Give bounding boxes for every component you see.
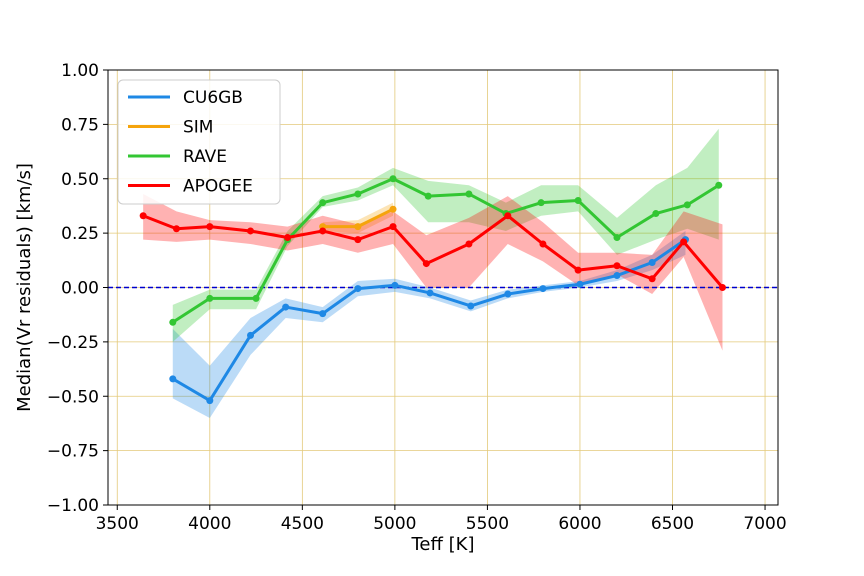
rave-point xyxy=(354,190,362,198)
cu6gb-point xyxy=(354,285,362,293)
rave-point xyxy=(683,201,691,209)
cu6gb-band xyxy=(172,230,686,418)
apogee-point xyxy=(465,240,473,248)
apogee-point xyxy=(354,236,362,244)
x-axis-title: Teff [K] xyxy=(411,534,475,555)
legend-label-apogee: APOGEE xyxy=(183,177,253,197)
legend-label-cu6gb: CU6GB xyxy=(183,88,243,108)
series-points xyxy=(139,175,726,405)
apogee-point xyxy=(247,227,255,235)
y-tick-label: −0.75 xyxy=(47,442,99,462)
cu6gb-point xyxy=(504,290,512,298)
cu6gb-point xyxy=(613,272,621,280)
apogee-point xyxy=(539,240,547,248)
y-tick-label: −0.50 xyxy=(47,387,99,407)
x-tick-label: 4000 xyxy=(188,514,231,534)
cu6gb-point xyxy=(467,302,475,310)
rave-point xyxy=(715,181,723,189)
apogee-point xyxy=(574,266,582,274)
legend-label-rave: RAVE xyxy=(183,147,227,167)
apogee-band xyxy=(143,193,723,351)
sim-point xyxy=(389,205,397,213)
x-tick-label: 5000 xyxy=(373,514,416,534)
cu6gb-point xyxy=(648,258,656,266)
rave-point xyxy=(574,197,582,204)
rave-point xyxy=(389,175,397,183)
apogee-point xyxy=(648,275,656,283)
rave-point xyxy=(537,199,545,207)
cu6gb-point xyxy=(576,280,584,288)
y-tick-label: 0.25 xyxy=(61,224,99,244)
rave-point xyxy=(652,210,660,218)
x-tick-label: 4500 xyxy=(281,514,324,534)
y-tick-label: −1.00 xyxy=(47,496,99,516)
legend-label-sim: SIM xyxy=(183,118,213,138)
cu6gb-point xyxy=(391,281,399,289)
x-tick-label: 6000 xyxy=(558,514,601,534)
cu6gb-point xyxy=(247,331,255,339)
rave-point xyxy=(169,318,177,326)
y-axis-title: Median(Vr residuals) [km/s] xyxy=(14,163,35,412)
x-tick-label: 5500 xyxy=(466,514,509,534)
apogee-point xyxy=(172,225,180,233)
sim-point xyxy=(354,223,362,231)
y-tick-label: 0.50 xyxy=(61,170,99,190)
apogee-point xyxy=(680,238,688,246)
rave-point xyxy=(424,192,432,200)
legend: CU6GB SIM RAVE APOGEE xyxy=(117,79,281,205)
cu6gb-point xyxy=(206,397,214,405)
rave-line xyxy=(171,177,720,324)
apogee-point xyxy=(206,223,214,231)
y-tick-label: 1.00 xyxy=(61,61,99,81)
apogee-point xyxy=(613,262,621,270)
x-tick-label: 6500 xyxy=(651,514,694,534)
y-tick-label: 0.00 xyxy=(61,279,99,299)
axis-ticks: 3500 4000 4500 5000 5500 6000 6500 7000 −1.00 −0.… xyxy=(47,61,787,534)
rave-band xyxy=(172,128,719,342)
apogee-point xyxy=(422,260,430,268)
x-tick-label: 3500 xyxy=(96,514,139,534)
x-tick-label: 7000 xyxy=(743,514,786,534)
cu6gb-point xyxy=(282,303,290,311)
apogee-point xyxy=(718,284,726,291)
apogee-point xyxy=(319,227,327,235)
legend-box xyxy=(117,79,281,205)
rave-point xyxy=(206,294,214,302)
apogee-point xyxy=(389,223,397,231)
y-tick-label: −0.25 xyxy=(47,333,99,353)
rave-point xyxy=(613,233,621,241)
apogee-point xyxy=(284,233,292,241)
rave-point xyxy=(252,294,260,302)
cu6gb-point xyxy=(539,285,547,293)
cu6gb-point xyxy=(169,375,177,383)
rave-point xyxy=(465,190,473,198)
y-tick-label: 0.75 xyxy=(61,115,99,135)
apogee-point xyxy=(139,212,147,220)
cu6gb-point xyxy=(319,310,327,318)
apogee-point xyxy=(504,212,512,220)
cu6gb-point xyxy=(426,289,434,297)
rave-point xyxy=(319,199,327,207)
